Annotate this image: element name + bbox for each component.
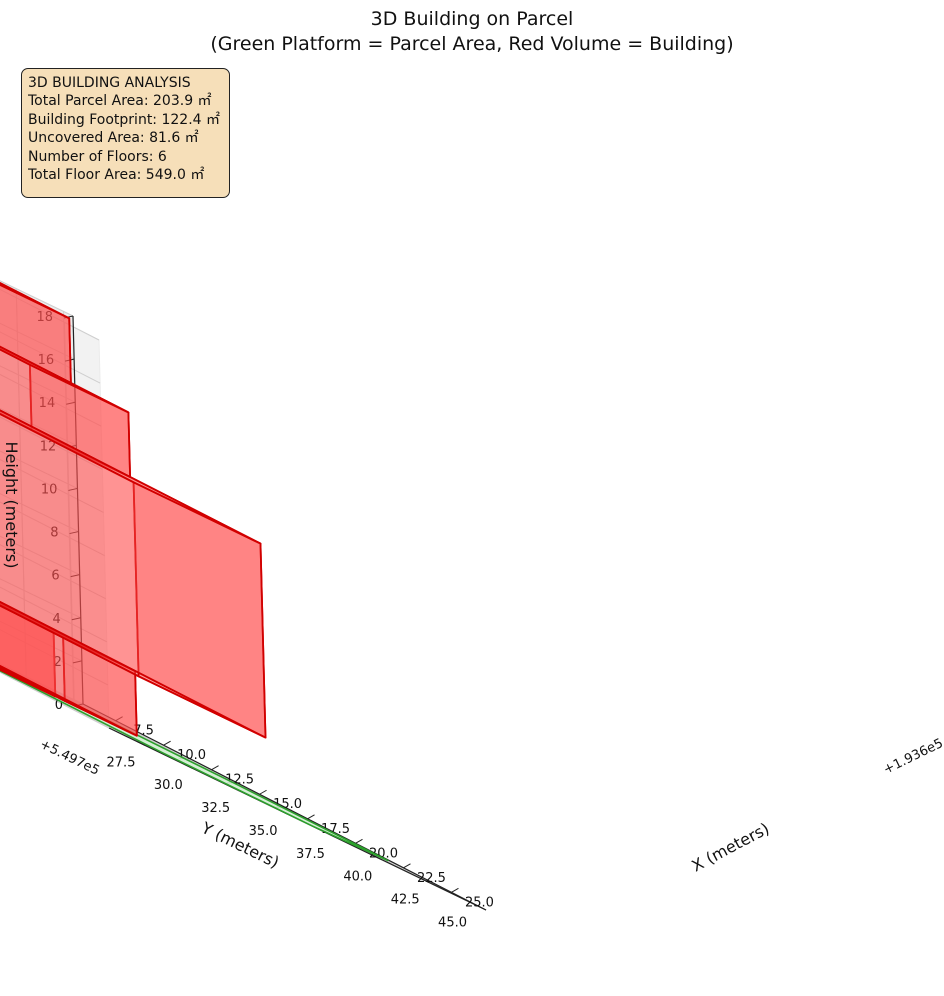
grid-z-right-7: [0, 373, 102, 427]
z-tick-label-4: 8: [50, 526, 58, 541]
grid-z-right-5: [0, 459, 104, 513]
building-box-2: [0, 409, 267, 739]
grid-z-left-6: [0, 407, 77, 446]
z-axis-line: [72, 315, 84, 705]
y-tick-label-2: 32.5: [201, 801, 230, 816]
plot-marks: [0, 281, 389, 862]
y-tick-label-5: 40.0: [343, 870, 372, 885]
x-tick-mark-4: [307, 814, 315, 820]
z-tick-mark-7: [66, 401, 76, 405]
grid-z-right-6: [0, 416, 103, 470]
z-tick-label-6: 12: [40, 439, 57, 454]
y-tick-mark-7: [468, 900, 477, 906]
y-tick-mark-5: [373, 855, 383, 861]
grid-z-right-0: [0, 671, 110, 729]
y-tick-label-0: 27.5: [107, 755, 136, 770]
grid-z-left-7: [0, 365, 76, 403]
z-tick-mark-4: [69, 531, 79, 535]
grid-z-left-0: [0, 663, 84, 705]
chart-title: 3D Building on Parcel: [371, 8, 574, 30]
info-heading: 3D BUILDING ANALYSIS: [28, 75, 191, 91]
grid-y-wall-7: [63, 311, 75, 700]
y-tick-label-4: 37.5: [296, 847, 325, 862]
y-axis-line: [82, 703, 487, 911]
y-tick-mark-0: [136, 740, 146, 746]
grid-z-right-4: [0, 501, 105, 557]
chart-subtitle: (Green Platform = Parcel Area, Red Volum…: [210, 33, 733, 55]
info-building-footprint: Building Footprint: 122.4 ㎡: [28, 111, 221, 128]
x-tick-label-5: 20.0: [369, 846, 398, 861]
x-tick-mark-7: [451, 887, 459, 893]
x-tick-mark-2: [211, 765, 219, 771]
grid-z-right-1: [0, 629, 109, 686]
z-tick-mark-5: [68, 487, 78, 491]
y-axis-offset: +5.497e5: [37, 737, 101, 779]
grid-x-wall-7: [63, 322, 75, 711]
z-tick-label-9: 18: [36, 310, 53, 325]
x-tick-mark-3: [259, 789, 267, 795]
z-tick-label-3: 6: [51, 569, 59, 584]
y-tick-label-3: 35.0: [249, 824, 278, 839]
y-tick-label-7: 45.0: [438, 915, 467, 930]
grid-z-right-9: [0, 288, 100, 341]
z-tick-label-8: 16: [38, 353, 55, 368]
z-tick-label-1: 2: [54, 655, 62, 670]
grid-z-left-1: [0, 620, 83, 662]
x-tick-label-6: 22.5: [417, 871, 446, 886]
x-axis-offset: +1.936e5: [881, 736, 944, 778]
y-tick-label-6: 42.5: [391, 893, 420, 908]
grid-z-right-3: [0, 544, 106, 600]
grid-z-left-4: [0, 493, 79, 533]
grid-z-right-8: [0, 331, 101, 384]
z-tick-mark-2: [71, 617, 81, 621]
axis-lines: [63, 315, 487, 911]
z-axis-label: Height (meters): [2, 442, 21, 569]
grid-z-left-9: [0, 280, 74, 317]
z-tick-mark-3: [70, 574, 80, 578]
y-tick-label-1: 30.0: [154, 778, 183, 793]
grid-y-floor-0: [0, 670, 146, 746]
x-tick-mark-5: [355, 838, 363, 844]
info-total-parcel-area: Total Parcel Area: 203.9 ㎡: [28, 93, 212, 110]
building-box-3-face-top: [0, 345, 130, 414]
z-tick-label-5: 10: [41, 482, 58, 497]
grid-y-wall-6: [15, 288, 27, 677]
x-tick-mark-0: [115, 716, 123, 722]
analysis-info-box: 3D BUILDING ANALYSIS Total Parcel Area: …: [21, 68, 230, 198]
x-tick-mark-1: [163, 740, 171, 746]
info-uncovered-area: Uncovered Area: 81.6 ㎡: [28, 130, 199, 147]
grid-z-left-5: [0, 450, 78, 489]
grid-z-left-8: [0, 322, 75, 360]
z-tick-mark-1: [72, 660, 82, 664]
building-box-2-face-top: [0, 409, 262, 545]
z-tick-label-7: 14: [39, 396, 56, 411]
x-tick-label-7: 25.0: [465, 895, 494, 910]
tick-labels: 7.510.012.515.017.520.022.525.027.530.03…: [36, 310, 493, 930]
grid-z-left-3: [0, 535, 80, 576]
z-tick-label-2: 4: [52, 612, 60, 627]
building-box-4-face-top: [0, 281, 71, 320]
z-tick-label-0: 0: [55, 698, 63, 713]
y-tick-mark-6: [420, 878, 430, 884]
grid-z-left-2: [0, 578, 81, 619]
x-axis-label: X (meters): [688, 819, 772, 876]
x-tick-mark-6: [403, 863, 411, 869]
building-box-3: [0, 345, 132, 479]
info-total-floor-area: Total Floor Area: 549.0 ㎡: [28, 167, 205, 184]
grid-z-right-2: [0, 586, 108, 643]
info-number-of-floors: Number of Floors: 6: [28, 148, 167, 165]
